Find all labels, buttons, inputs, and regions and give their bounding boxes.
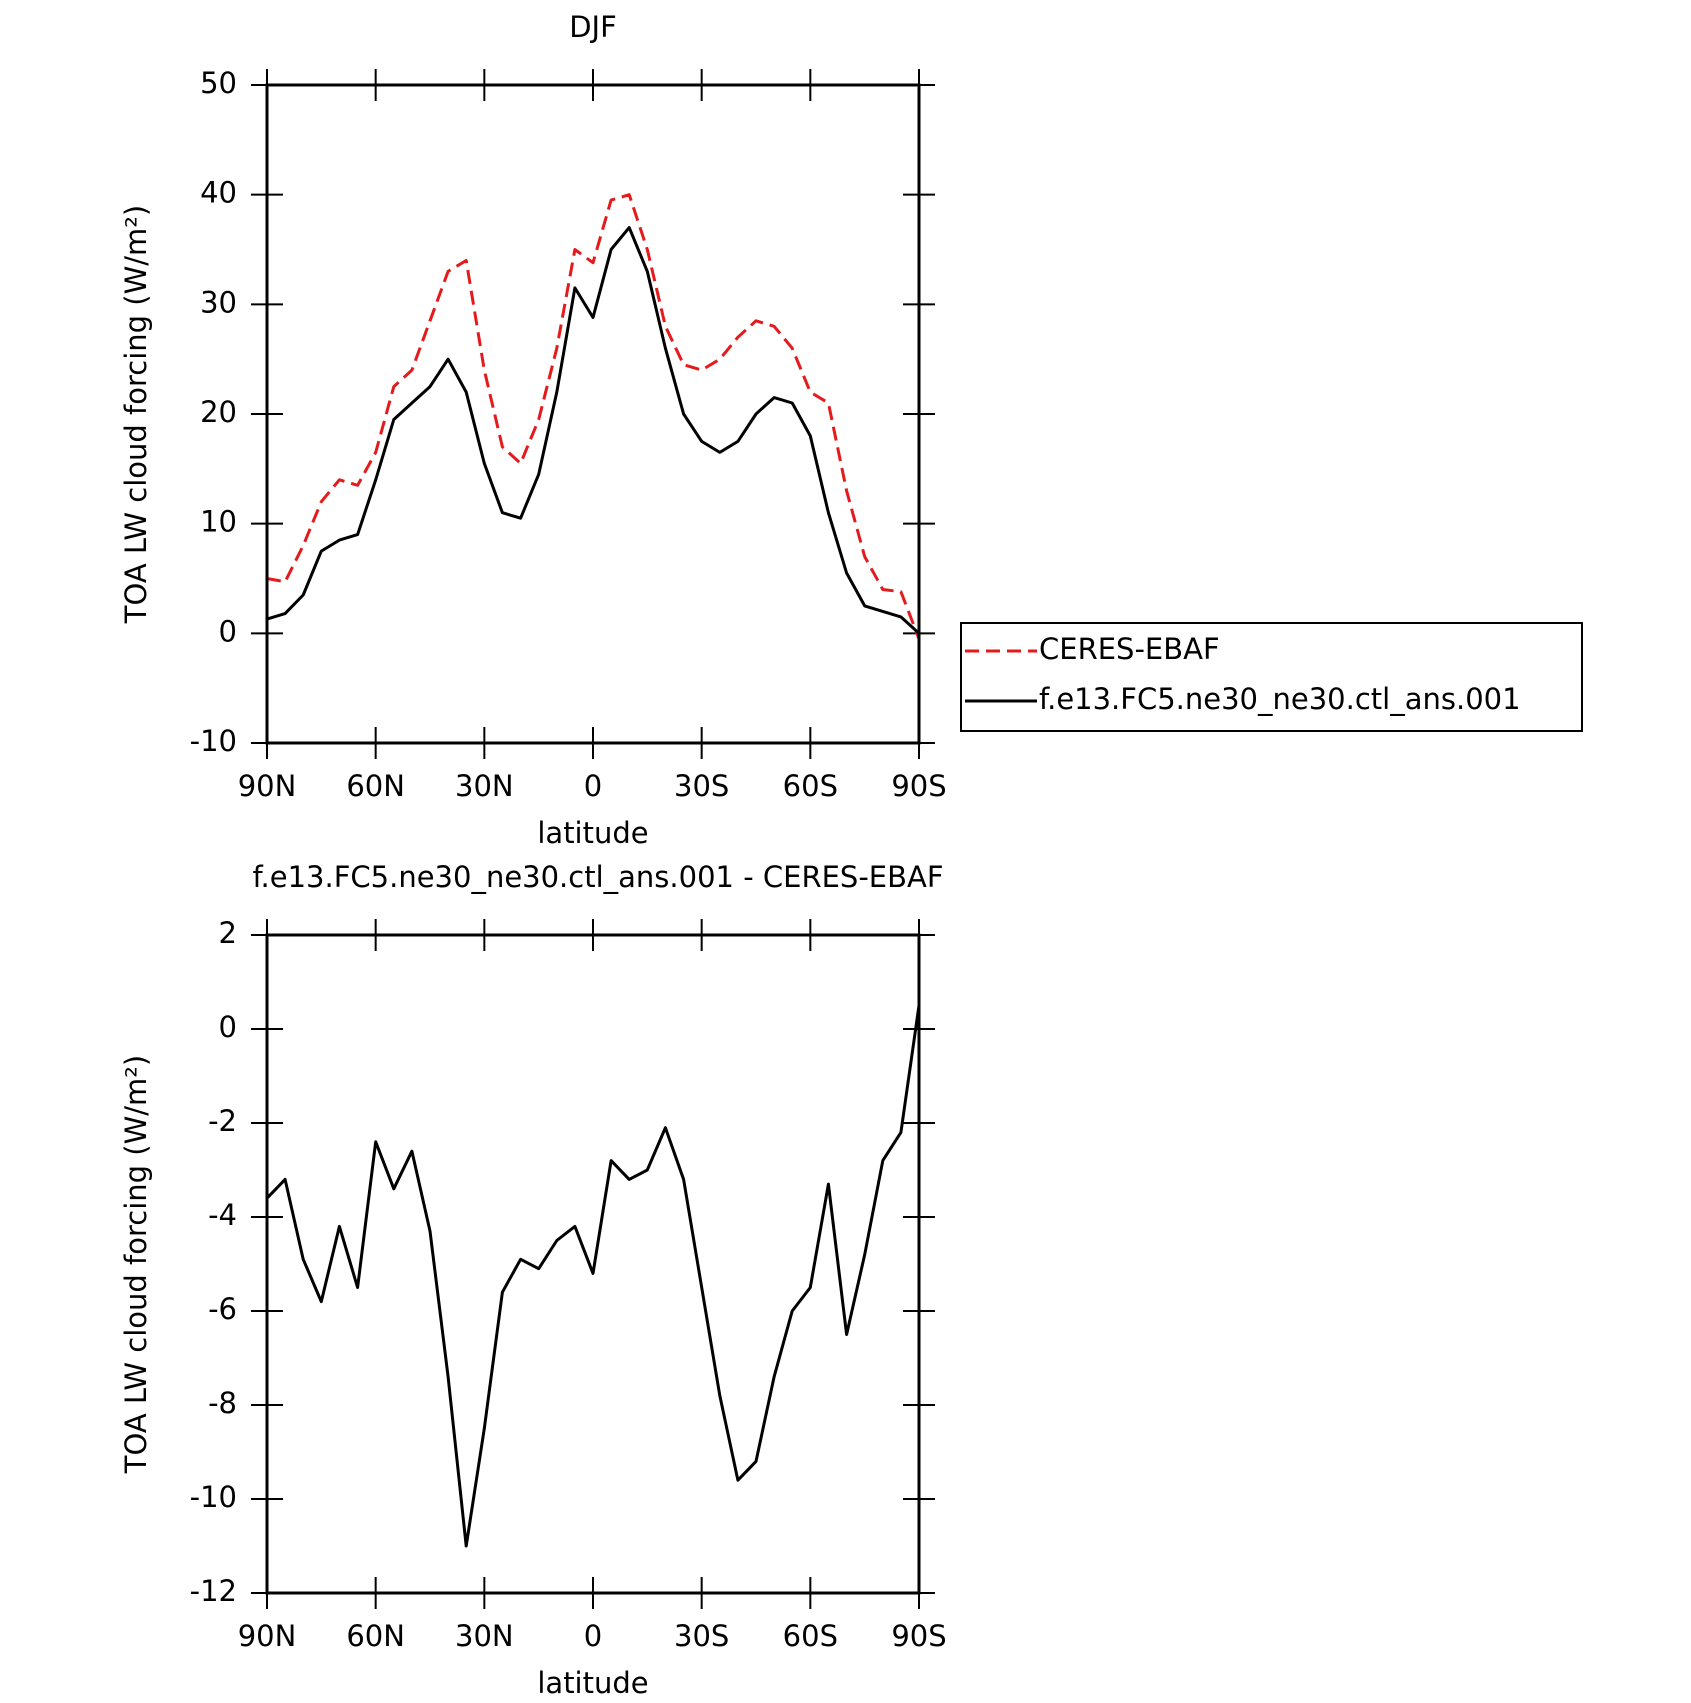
legend-label: f.e13.FC5.ne30_ne30.ctl_ans.001 <box>1039 682 1521 716</box>
y-tick-label: -8 <box>208 1386 237 1420</box>
x-tick-label: 30S <box>674 769 729 803</box>
x-tick-label: 30N <box>455 769 514 803</box>
y-tick-label: -12 <box>190 1574 237 1608</box>
x-tick-label: 60S <box>783 1619 838 1653</box>
x-tick-label: 60N <box>346 769 405 803</box>
y-tick-label: 10 <box>200 505 237 539</box>
data-line <box>266 193 921 640</box>
legend-label: CERES-EBAF <box>1039 632 1220 666</box>
y-tick-label: 0 <box>219 614 237 648</box>
x-tick-label: 30S <box>674 1619 729 1653</box>
x-tick-label: 30N <box>455 1619 514 1653</box>
y-axis-label: TOA LW cloud forcing (W/m²) <box>119 205 153 624</box>
x-tick-label: 90S <box>891 1619 946 1653</box>
x-axis-label: latitude <box>537 816 648 850</box>
chart-title: DJF <box>569 10 617 44</box>
y-tick-label: -10 <box>190 724 237 758</box>
y-tick-label: 0 <box>219 1010 237 1044</box>
x-axis-label: latitude <box>537 1666 648 1700</box>
chart-title: f.e13.FC5.ne30_ne30.ctl_ans.001 - CERES-… <box>252 860 943 894</box>
x-tick-label: 90S <box>891 769 946 803</box>
x-tick-label: 60S <box>783 769 838 803</box>
data-line <box>266 226 921 635</box>
y-axis-label: TOA LW cloud forcing (W/m²) <box>119 1055 153 1474</box>
data-line <box>265 1005 921 1548</box>
x-tick-label: 60N <box>346 1619 405 1653</box>
legend-box <box>960 622 1583 732</box>
y-tick-label: -6 <box>208 1292 237 1326</box>
y-tick-label: 30 <box>200 285 237 319</box>
y-tick-label: 40 <box>200 176 237 210</box>
y-tick-label: -2 <box>208 1104 237 1138</box>
plot-frame <box>265 933 921 1595</box>
y-tick-label: -10 <box>190 1480 237 1514</box>
plot-frame <box>265 83 921 745</box>
x-tick-label: 90N <box>238 1619 297 1653</box>
x-tick-label: 0 <box>584 1619 602 1653</box>
y-tick-label: 50 <box>200 66 237 100</box>
x-tick-label: 0 <box>584 769 602 803</box>
y-tick-label: 2 <box>219 916 237 950</box>
y-tick-label: -4 <box>208 1198 237 1232</box>
x-tick-label: 90N <box>238 769 297 803</box>
y-tick-label: 20 <box>200 395 237 429</box>
